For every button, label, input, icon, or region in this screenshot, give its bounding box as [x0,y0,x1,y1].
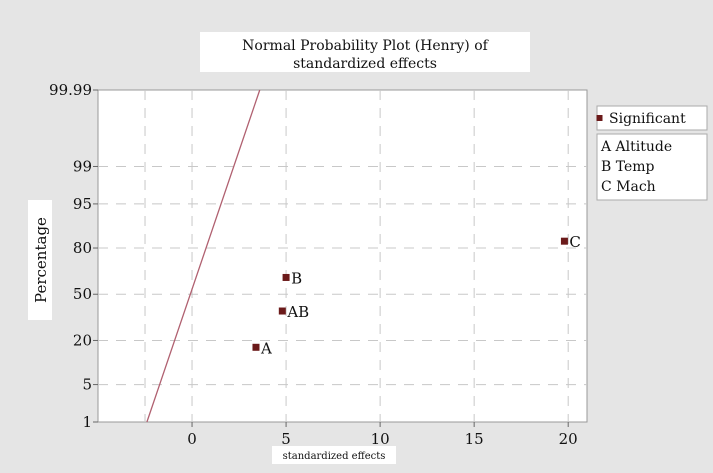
y-tick-label-2: 20 [73,331,92,349]
legend-factor-a: A Altitude [600,139,672,155]
point-label-a: A [260,339,272,357]
y-tick-label-4: 80 [73,239,92,257]
legend-significant-label: Significant [609,111,686,127]
x-tick-label-3: 15 [465,430,484,448]
plot-area [97,89,588,423]
y-tick-label-3: 50 [73,285,92,303]
point-label-c: C [569,233,580,251]
y-tick-label-1: 5 [82,376,92,394]
x-tick-label-2: 10 [371,430,390,448]
legend-factor-c: C Mach [601,179,656,195]
points-group: A AB B C [252,233,581,357]
chart-title-box [200,32,530,72]
point-b [282,273,290,281]
point-label-ab: AB [286,303,309,321]
legend-factors-box [596,133,708,201]
point-ab [278,307,286,315]
grid [98,90,587,422]
y-axis-label-box [28,200,52,320]
y-ticks: 1 5 20 50 80 95 99 99.99 [49,81,98,431]
reference-line [146,89,261,423]
y-tick-label-6: 99 [73,157,92,175]
y-axis-label: Percentage [32,217,50,303]
y-tick-label-5: 95 [73,195,92,213]
chart-title-line-2: standardized effects [293,56,437,72]
point-a [252,343,260,351]
x-tick-label-1: 5 [281,430,291,448]
x-ticks: 0 5 10 15 20 [187,422,578,448]
legend-significant-marker [596,115,603,121]
y-tick-label-7: 99.99 [49,81,92,99]
y-tick-label-0: 1 [82,413,92,431]
point-c [560,237,568,245]
reference-line-group [146,89,261,423]
point-label-b: B [291,269,302,287]
x-tick-label-0: 0 [187,430,197,448]
legend-significant-box [596,105,708,131]
legend-factor-b: B Temp [601,159,655,175]
x-axis-label: standardized effects [283,451,386,462]
chart-title-line-1: Normal Probability Plot (Henry) of [242,38,489,54]
x-tick-label-4: 20 [559,430,578,448]
x-axis-label-box [272,446,396,464]
